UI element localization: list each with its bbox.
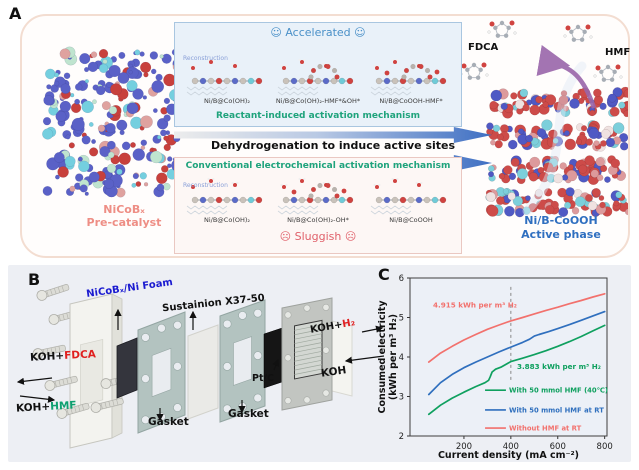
panel-c-label: C — [378, 265, 390, 284]
pre-catalyst-name: NiCoBₓ — [103, 203, 145, 216]
structure-label: Ni/B@Co(OH)₂-HMF*&OH* — [275, 97, 361, 105]
fdca-label: FDCA — [468, 42, 499, 53]
panel-a-label: A — [9, 4, 22, 23]
svg-text:Without HMF at RT: Without HMF at RT — [509, 425, 582, 433]
svg-text:600: 600 — [550, 442, 566, 452]
structure-label: Ni/B@Co(OH)₂-OH* — [287, 216, 349, 224]
hmf-text: HMF — [49, 399, 77, 413]
smiley-icon: ☺ — [354, 26, 366, 39]
svg-text:4.915 kWh per m³ H₂: 4.915 kWh per m³ H₂ — [433, 301, 517, 310]
svg-text:800: 800 — [597, 442, 613, 452]
svg-text:Consumed electricity: Consumed electricity — [378, 300, 388, 414]
gasket-left-label: Gasket — [148, 416, 189, 428]
active-phase-label: Ni/B-CoOOH Active phase — [509, 214, 613, 242]
accelerated-molecules — [186, 58, 447, 96]
structure-label: Ni/B@Co(OH)₂ — [203, 97, 251, 105]
svg-text:(kWh per m³ H₂): (kWh per m³ H₂) — [388, 314, 399, 400]
panel-a: NiCoBₓ Pre-catalyst ☺ Accelerated ☺ Reco… — [20, 14, 630, 258]
svg-text:400: 400 — [503, 442, 519, 452]
smiley-icon: ☺ — [270, 26, 282, 39]
fdca-text: FDCA — [63, 348, 97, 362]
reconstruction-label: Reconstruction — [183, 182, 228, 189]
accelerated-title: Accelerated — [285, 26, 351, 39]
svg-text:2: 2 — [399, 432, 404, 442]
active-phase-caption: Active phase — [521, 228, 601, 241]
svg-text:200: 200 — [456, 442, 472, 452]
mechanism-illustration — [42, 20, 628, 218]
gasket-right-label: Gasket — [228, 408, 269, 420]
svg-text:Current density (mA cm⁻²): Current density (mA cm⁻²) — [438, 450, 579, 461]
svg-text:3.883 kWh per m³ H₂: 3.883 kWh per m³ H₂ — [517, 362, 601, 371]
panel-b-label: B — [28, 270, 41, 289]
koh-text: KOH+ — [15, 400, 51, 415]
svg-text:With 50 mmol HMF at RT: With 50 mmol HMF at RT — [509, 406, 604, 414]
structure-label: Ni/B@CoOOH-HMF* — [379, 97, 443, 105]
svg-text:3: 3 — [399, 393, 404, 403]
consumption-chart: 200 400 600 800 2 3 4 5 6 4.915 kWh per m³ H₂ 3.88… — [378, 274, 613, 461]
hmf-label: HMF — [605, 47, 631, 58]
svg-text:With 50 mmol HMF (40℃): With 50 mmol HMF (40℃) — [509, 387, 608, 395]
h2-text: H₂ — [341, 317, 356, 331]
svg-text:4: 4 — [399, 353, 404, 363]
svg-text:5: 5 — [399, 314, 404, 324]
active-phase-name: Ni/B-CoOOH — [524, 214, 598, 227]
accelerated-caption: Reactant-induced activation mechanism — [216, 111, 420, 121]
electrolyzer-diagram — [16, 284, 385, 449]
svg-text:6: 6 — [399, 274, 404, 284]
structure-label: Ni/B@Co(OH)₂ — [203, 216, 251, 224]
structure-label: Ni/B@CoOOH — [389, 216, 433, 224]
frown-icon: ☹ — [279, 230, 292, 243]
sluggish-mechanism-box: Conventional electrochemical activation … — [174, 157, 462, 254]
sluggish-header: ☹ Sluggish ☹ — [175, 230, 461, 243]
reconstruction-label: Reconstruction — [183, 55, 228, 62]
accelerated-header: ☺ Accelerated ☺ — [175, 26, 461, 39]
ptc-label: Pt/C — [252, 373, 274, 384]
arrow-text: Dehydrogenation to induce active sites — [210, 139, 456, 152]
pre-catalyst-caption: Pre-catalyst — [86, 216, 162, 229]
conventional-caption: Conventional electrochemical activation … — [185, 161, 451, 171]
sluggish-title: Sluggish — [294, 230, 342, 243]
pre-catalyst-label: NiCoBₓ Pre-catalyst — [74, 203, 174, 229]
frown-icon: ☹ — [344, 230, 357, 243]
accelerated-mechanism-box: ☺ Accelerated ☺ Reconstruction Ni/B@Co(O… — [174, 22, 462, 127]
sluggish-molecules — [186, 177, 447, 215]
koh-text: KOH+ — [29, 349, 65, 364]
